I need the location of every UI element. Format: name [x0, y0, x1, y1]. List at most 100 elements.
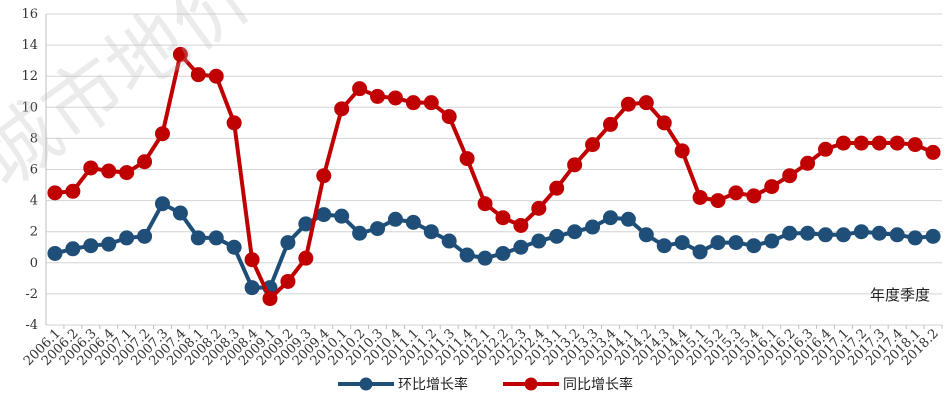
- y-tick-label: 14: [21, 38, 38, 53]
- data-point: [710, 193, 726, 209]
- data-point: [728, 185, 744, 201]
- data-point: [656, 115, 672, 131]
- data-point: [782, 168, 798, 184]
- data-point: [190, 67, 206, 83]
- data-point: [441, 109, 457, 125]
- data-point: [907, 230, 923, 246]
- data-point: [262, 291, 278, 307]
- data-point: [83, 238, 99, 254]
- data-point: [172, 46, 188, 62]
- data-point: [567, 224, 583, 240]
- data-point: [316, 168, 332, 184]
- series-2: [47, 46, 941, 307]
- data-point: [370, 221, 386, 237]
- data-point: [692, 244, 708, 260]
- legend: 环比增长率 同比增长率: [338, 376, 633, 393]
- data-point: [244, 280, 260, 296]
- data-point: [513, 239, 529, 255]
- data-point: [746, 188, 762, 204]
- data-point: [101, 236, 117, 252]
- y-tick-label: 16: [21, 7, 38, 22]
- data-point: [889, 135, 905, 151]
- legend-label: 同比增长率: [563, 376, 633, 393]
- data-point: [835, 227, 851, 243]
- data-point: [549, 180, 565, 196]
- data-point: [65, 241, 81, 257]
- data-point: [764, 233, 780, 249]
- data-point: [602, 210, 618, 226]
- series-layer: [47, 46, 941, 307]
- data-point: [47, 185, 63, 201]
- data-point: [889, 227, 905, 243]
- data-point: [370, 88, 386, 104]
- data-point: [352, 225, 368, 241]
- data-point: [620, 211, 636, 227]
- data-point: [244, 252, 260, 268]
- data-point: [925, 144, 941, 160]
- y-tick-label: 4: [30, 194, 38, 209]
- legend-item: 环比增长率: [338, 376, 468, 393]
- data-point: [764, 179, 780, 195]
- data-point: [925, 228, 941, 244]
- data-point: [65, 183, 81, 199]
- data-point: [800, 155, 816, 171]
- y-tick-label: 0: [30, 256, 38, 271]
- data-point: [907, 137, 923, 153]
- data-point: [871, 135, 887, 151]
- data-point: [477, 196, 493, 212]
- y-tick-label: 8: [30, 131, 38, 146]
- data-point: [137, 154, 153, 170]
- data-point: [674, 143, 690, 159]
- grid-layer: [45, 13, 942, 326]
- data-point: [692, 189, 708, 205]
- data-point: [549, 228, 565, 244]
- data-point: [585, 137, 601, 153]
- data-point: [495, 210, 511, 226]
- data-point: [423, 95, 439, 111]
- data-point: [352, 81, 368, 97]
- data-point: [280, 235, 296, 251]
- data-point: [226, 115, 242, 131]
- y-tick-label: 12: [21, 69, 38, 84]
- data-point: [47, 245, 63, 261]
- data-point: [387, 211, 403, 227]
- legend-item: 同比增长率: [503, 376, 633, 393]
- data-point: [638, 227, 654, 243]
- legend-label: 环比增长率: [398, 376, 468, 393]
- data-point: [172, 205, 188, 221]
- data-point: [782, 225, 798, 241]
- y-tick-label: -2: [25, 287, 38, 302]
- data-point: [871, 225, 887, 241]
- data-point: [602, 116, 618, 132]
- data-point: [459, 151, 475, 167]
- data-point: [513, 217, 529, 233]
- data-point: [531, 200, 547, 216]
- data-point: [853, 224, 869, 240]
- data-point: [638, 95, 654, 111]
- data-point: [137, 228, 153, 244]
- data-point: [101, 163, 117, 179]
- data-point: [298, 216, 314, 232]
- data-point: [567, 157, 583, 173]
- data-point: [620, 96, 636, 112]
- data-point: [405, 95, 421, 111]
- data-point: [495, 245, 511, 261]
- data-point: [710, 235, 726, 251]
- y-tick-label: 6: [30, 163, 38, 178]
- data-point: [818, 141, 834, 157]
- data-point: [441, 233, 457, 249]
- data-point: [83, 160, 99, 176]
- data-point: [119, 165, 135, 181]
- data-point: [800, 225, 816, 241]
- data-point: [423, 224, 439, 240]
- data-point: [835, 135, 851, 151]
- data-point: [585, 219, 601, 235]
- data-point: [208, 230, 224, 246]
- data-point: [334, 208, 350, 224]
- data-point: [818, 227, 834, 243]
- data-point: [298, 250, 314, 266]
- data-point: [674, 235, 690, 251]
- x-axis-title: 年度季度: [870, 286, 930, 304]
- data-point: [853, 135, 869, 151]
